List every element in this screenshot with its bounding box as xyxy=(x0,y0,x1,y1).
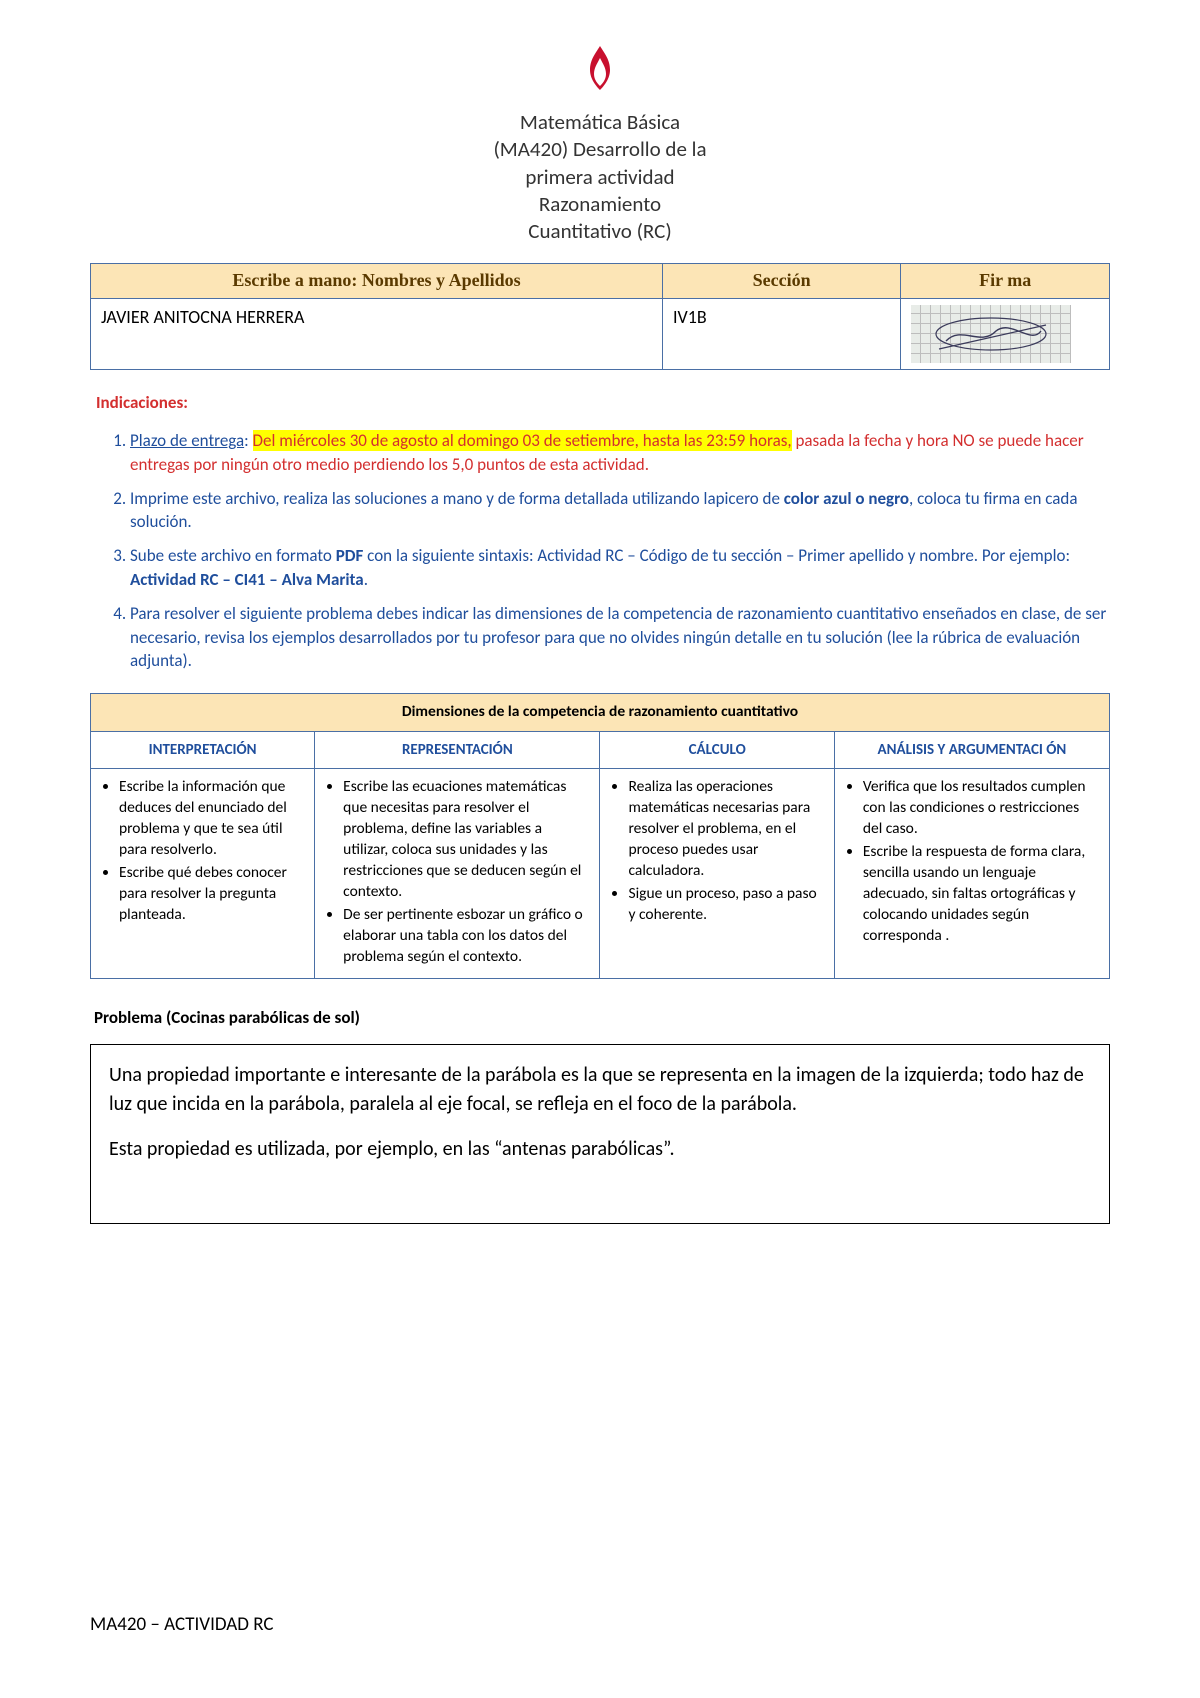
competency-bullet: Realiza las operaciones matemáticas nece… xyxy=(628,777,823,882)
student-name: JAVIER ANITOCNA HERRERA xyxy=(91,299,663,370)
page-footer: MA420 – ACTIVIDAD RC xyxy=(90,1612,274,1638)
instruction-text-span: Plazo de entrega xyxy=(130,430,244,451)
competency-bullet: Escribe la información que deduces del e… xyxy=(119,777,304,861)
instruction-text-span: PDF xyxy=(336,545,364,566)
competency-column-header: INTERPRETACIÓN xyxy=(91,732,315,769)
instructions-list: Plazo de entrega: Del miércoles 30 de ag… xyxy=(90,429,1110,673)
problem-title: Problema (Cocinas parabólicas de sol) xyxy=(94,1007,1106,1030)
competency-bullet: Escribe las ecuaciones matemáticas que n… xyxy=(343,777,589,903)
competency-cell: Verifica que los resultados cumplen con … xyxy=(834,769,1109,978)
instruction-text-span: Imprime este archivo, realiza las soluci… xyxy=(130,488,784,509)
logo-icon xyxy=(570,40,630,103)
competency-bullet: Escribe la respuesta de forma clara, sen… xyxy=(863,842,1099,947)
competency-column-header: REPRESENTACIÓN xyxy=(315,732,600,769)
competency-cell: Realiza las operaciones matemáticas nece… xyxy=(600,769,834,978)
instruction-text-span: color azul o negro xyxy=(784,488,909,509)
student-section: IV1B xyxy=(663,299,901,370)
competency-bullet: Verifica que los resultados cumplen con … xyxy=(863,777,1099,840)
course-title: Matemática Básica (MA420) Desarrollo de … xyxy=(90,109,1110,245)
instruction-item: Plazo de entrega: Del miércoles 30 de ag… xyxy=(130,429,1110,477)
indications-heading: Indicaciones: xyxy=(96,392,1104,415)
instruction-text-span: Para resolver el siguiente problema debe… xyxy=(130,603,1106,672)
instruction-text-span: . xyxy=(364,569,368,590)
competency-bullet: De ser pertinente esbozar un gráfico o e… xyxy=(343,905,589,968)
instruction-text-span: Sube este archivo en formato xyxy=(130,545,336,566)
problem-paragraph: Esta propiedad es utilizada, por ejemplo… xyxy=(109,1135,1091,1164)
header-name: Escribe a mano: Nombres y Apellidos xyxy=(91,264,663,299)
competency-column-header: CÁLCULO xyxy=(600,732,834,769)
competency-column-header: ANÁLISIS Y ARGUMENTACI ÓN xyxy=(834,732,1109,769)
competency-banner: Dimensiones de la competencia de razonam… xyxy=(91,694,1110,732)
instruction-item: Para resolver el siguiente problema debe… xyxy=(130,602,1110,673)
instruction-text-span: con la siguiente sintaxis: Actividad RC … xyxy=(363,545,1070,566)
competency-bullet: Escribe qué debes conocer para resolver … xyxy=(119,863,304,926)
competency-cell: Escribe la información que deduces del e… xyxy=(91,769,315,978)
problem-box: Una propiedad importante e interesante d… xyxy=(90,1044,1110,1224)
instruction-item: Sube este archivo en formato PDF con la … xyxy=(130,544,1110,592)
competency-table: Dimensiones de la competencia de razonam… xyxy=(90,693,1110,978)
instruction-text-span: Del miércoles 30 de agosto al domingo 03… xyxy=(253,430,792,451)
header-section: Sección xyxy=(663,264,901,299)
instruction-text-span: Actividad RC – CI41 – Alva Marita xyxy=(130,569,364,590)
competency-bullet: Sigue un proceso, paso a paso y coherent… xyxy=(628,884,823,926)
instruction-item: Imprime este archivo, realiza las soluci… xyxy=(130,487,1110,535)
problem-paragraph: Una propiedad importante e interesante d… xyxy=(109,1061,1091,1119)
instruction-text-span: : xyxy=(244,430,252,451)
document-header: Matemática Básica (MA420) Desarrollo de … xyxy=(90,40,1110,245)
identity-table: Escribe a mano: Nombres y Apellidos Secc… xyxy=(90,263,1110,370)
competency-cell: Escribe las ecuaciones matemáticas que n… xyxy=(315,769,600,978)
signature-cell xyxy=(901,299,1110,370)
header-signature: Fir ma xyxy=(901,264,1110,299)
